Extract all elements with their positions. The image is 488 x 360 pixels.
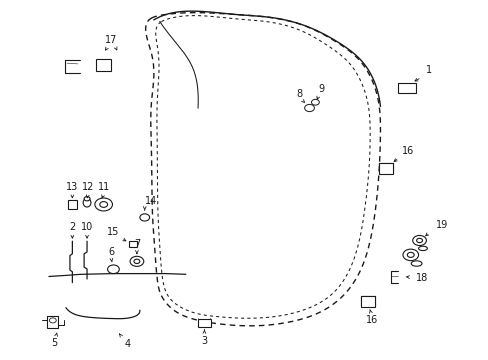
Circle shape [304,104,314,112]
Circle shape [95,198,112,211]
Bar [379,163,392,174]
Circle shape [100,202,107,207]
Circle shape [311,99,319,105]
Text: 3: 3 [201,336,207,346]
Text: 12: 12 [81,182,94,192]
Bar [68,200,77,209]
Text: 16: 16 [365,315,377,325]
Text: 9: 9 [318,84,324,94]
Text: 13: 13 [66,182,79,192]
Ellipse shape [83,198,91,207]
Text: 11: 11 [97,182,110,192]
Bar [198,319,210,327]
Bar [129,241,137,247]
Circle shape [84,197,90,201]
Circle shape [49,318,56,323]
Text: 18: 18 [415,273,427,283]
Circle shape [402,249,418,261]
Text: 19: 19 [435,220,447,230]
Text: 7: 7 [134,239,140,249]
Text: 5: 5 [52,338,58,348]
Text: 16: 16 [401,145,413,156]
Text: 4: 4 [124,339,130,349]
Ellipse shape [410,261,421,266]
Ellipse shape [418,246,427,251]
Bar [360,296,374,307]
Text: 2: 2 [69,222,75,232]
Bar [96,58,111,71]
Text: 8: 8 [296,89,302,99]
Bar [397,83,415,93]
Text: 17: 17 [105,35,118,45]
Circle shape [412,235,426,246]
Text: 1: 1 [426,65,431,75]
Circle shape [107,265,119,274]
Circle shape [134,259,140,264]
Text: 6: 6 [108,247,114,257]
Bar [47,316,58,328]
Text: 10: 10 [81,222,93,232]
Circle shape [140,214,149,221]
Text: 15: 15 [107,227,120,237]
Circle shape [416,238,422,243]
Circle shape [130,256,143,266]
Text: 14: 14 [144,196,157,206]
Circle shape [407,252,413,257]
